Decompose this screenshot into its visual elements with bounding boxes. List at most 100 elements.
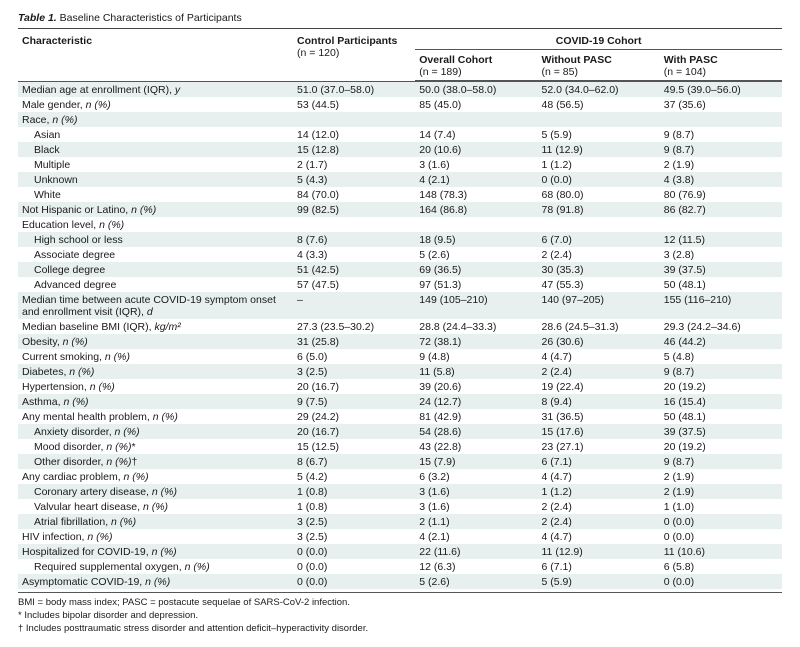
cell-value: 3 (1.6) xyxy=(415,484,537,499)
cell-value: 20 (10.6) xyxy=(415,142,537,157)
cell-value: 80 (76.9) xyxy=(660,187,782,202)
cell-value: 155 (116–210) xyxy=(660,292,782,319)
cell-value: 28.8 (24.4–33.3) xyxy=(415,319,537,334)
cell-value: 3 (2.8) xyxy=(660,247,782,262)
row-label: Current smoking, n (%) xyxy=(18,349,293,364)
cell-value: 6 (7.0) xyxy=(538,232,660,247)
cell-value: 5 (4.8) xyxy=(660,349,782,364)
row-label: Male gender, n (%) xyxy=(18,97,293,112)
cell-value: 9 (8.7) xyxy=(660,142,782,157)
row-label: Other disorder, n (%)† xyxy=(18,454,293,469)
cell-value: 27.3 (23.5–30.2) xyxy=(293,319,415,334)
cell-value: 29 (24.2) xyxy=(293,409,415,424)
table-row: Hypertension, n (%)20 (16.7)39 (20.6)19 … xyxy=(18,379,782,394)
row-label: Mood disorder, n (%)* xyxy=(18,439,293,454)
cell-value: 5 (2.6) xyxy=(415,574,537,589)
table-row: Median time between acute COVID-19 sympt… xyxy=(18,292,782,319)
cell-value: 84 (70.0) xyxy=(293,187,415,202)
col-control: Control Participants (n = 120) xyxy=(293,31,415,81)
row-label: Anxiety disorder, n (%) xyxy=(18,424,293,439)
cell-value: 2 (1.9) xyxy=(660,157,782,172)
cell-value: 0 (0.0) xyxy=(293,559,415,574)
cell-value: 3 (2.5) xyxy=(293,364,415,379)
cell-value: 4 (4.7) xyxy=(538,529,660,544)
row-label: College degree xyxy=(18,262,293,277)
row-label: Not Hispanic or Latino, n (%) xyxy=(18,202,293,217)
cell-value: 0 (0.0) xyxy=(538,172,660,187)
cell-value: 2 (1.9) xyxy=(660,469,782,484)
cell-value: 4 (2.1) xyxy=(415,529,537,544)
cell-value xyxy=(660,112,782,127)
cell-value: 4 (3.8) xyxy=(660,172,782,187)
table-footnotes: BMI = body mass index; PASC = postacute … xyxy=(18,592,782,635)
cell-value: 15 (17.6) xyxy=(538,424,660,439)
cell-value: 29.3 (24.2–34.6) xyxy=(660,319,782,334)
cell-value: 148 (78.3) xyxy=(415,187,537,202)
cell-value: 3 (1.6) xyxy=(415,499,537,514)
cell-value: 51.0 (37.0–58.0) xyxy=(293,82,415,98)
row-label: Advanced degree xyxy=(18,277,293,292)
table-header: Characteristic Control Participants (n =… xyxy=(18,31,782,82)
row-label: Median age at enrollment (IQR), y xyxy=(18,82,293,98)
cell-value: 20 (19.2) xyxy=(660,439,782,454)
cell-value: 14 (7.4) xyxy=(415,127,537,142)
cell-value: 5 (2.6) xyxy=(415,247,537,262)
table-row: Asymptomatic COVID-19, n (%)0 (0.0)5 (2.… xyxy=(18,574,782,589)
row-label: Hypertension, n (%) xyxy=(18,379,293,394)
cell-value: 1 (0.8) xyxy=(293,499,415,514)
cell-value: 52.0 (34.0–62.0) xyxy=(538,82,660,98)
row-label: Obesity, n (%) xyxy=(18,334,293,349)
cell-value: 49.5 (39.0–56.0) xyxy=(660,82,782,98)
col-without-pasc: Without PASC (n = 85) xyxy=(538,50,660,81)
table-row: Atrial fibrillation, n (%)3 (2.5)2 (1.1)… xyxy=(18,514,782,529)
cell-value: 5 (4.3) xyxy=(293,172,415,187)
row-label: Multiple xyxy=(18,157,293,172)
cell-value: 9 (8.7) xyxy=(660,127,782,142)
row-label: Required supplemental oxygen, n (%) xyxy=(18,559,293,574)
cell-value: 1 (1.0) xyxy=(660,499,782,514)
cell-value: 47 (55.3) xyxy=(538,277,660,292)
table-body: Median age at enrollment (IQR), y51.0 (3… xyxy=(18,82,782,590)
cell-value: 14 (12.0) xyxy=(293,127,415,142)
row-label: Unknown xyxy=(18,172,293,187)
cell-value: 8 (7.6) xyxy=(293,232,415,247)
table-row: Other disorder, n (%)†8 (6.7)15 (7.9)6 (… xyxy=(18,454,782,469)
cell-value: 4 (3.3) xyxy=(293,247,415,262)
row-label: Valvular heart disease, n (%) xyxy=(18,499,293,514)
cell-value: 50.0 (38.0–58.0) xyxy=(415,82,537,98)
cell-value: 81 (42.9) xyxy=(415,409,537,424)
table-row: Advanced degree57 (47.5)97 (51.3)47 (55.… xyxy=(18,277,782,292)
cell-value: 5 (5.9) xyxy=(538,574,660,589)
cell-value: 0 (0.0) xyxy=(293,574,415,589)
cell-value: 85 (45.0) xyxy=(415,97,537,112)
row-label: Asian xyxy=(18,127,293,142)
table-row: Diabetes, n (%)3 (2.5)11 (5.8)2 (2.4)9 (… xyxy=(18,364,782,379)
table-row: Education level, n (%) xyxy=(18,217,782,232)
row-label: Black xyxy=(18,142,293,157)
row-label: Education level, n (%) xyxy=(18,217,293,232)
cell-value: 2 (2.4) xyxy=(538,364,660,379)
table-row: High school or less8 (7.6)18 (9.5)6 (7.0… xyxy=(18,232,782,247)
table-row: Not Hispanic or Latino, n (%)99 (82.5)16… xyxy=(18,202,782,217)
table-row: Anxiety disorder, n (%)20 (16.7)54 (28.6… xyxy=(18,424,782,439)
cell-value: 50 (48.1) xyxy=(660,277,782,292)
cell-value: 97 (51.3) xyxy=(415,277,537,292)
cell-value: 4 (4.7) xyxy=(538,469,660,484)
col-characteristic: Characteristic xyxy=(18,31,293,81)
cell-value: 6 (5.0) xyxy=(293,349,415,364)
row-label: Asthma, n (%) xyxy=(18,394,293,409)
row-label: Diabetes, n (%) xyxy=(18,364,293,379)
cell-value: 6 (5.8) xyxy=(660,559,782,574)
row-label: Any cardiac problem, n (%) xyxy=(18,469,293,484)
cell-value: 39 (37.5) xyxy=(660,262,782,277)
cell-value: 9 (7.5) xyxy=(293,394,415,409)
cell-value xyxy=(415,217,537,232)
cell-value: 39 (20.6) xyxy=(415,379,537,394)
row-label: Race, n (%) xyxy=(18,112,293,127)
cell-value: 6 (3.2) xyxy=(415,469,537,484)
cell-value: 57 (47.5) xyxy=(293,277,415,292)
cell-value: 12 (6.3) xyxy=(415,559,537,574)
cell-value: 72 (38.1) xyxy=(415,334,537,349)
cell-value: 4 (4.7) xyxy=(538,349,660,364)
cell-value: 50 (48.1) xyxy=(660,409,782,424)
